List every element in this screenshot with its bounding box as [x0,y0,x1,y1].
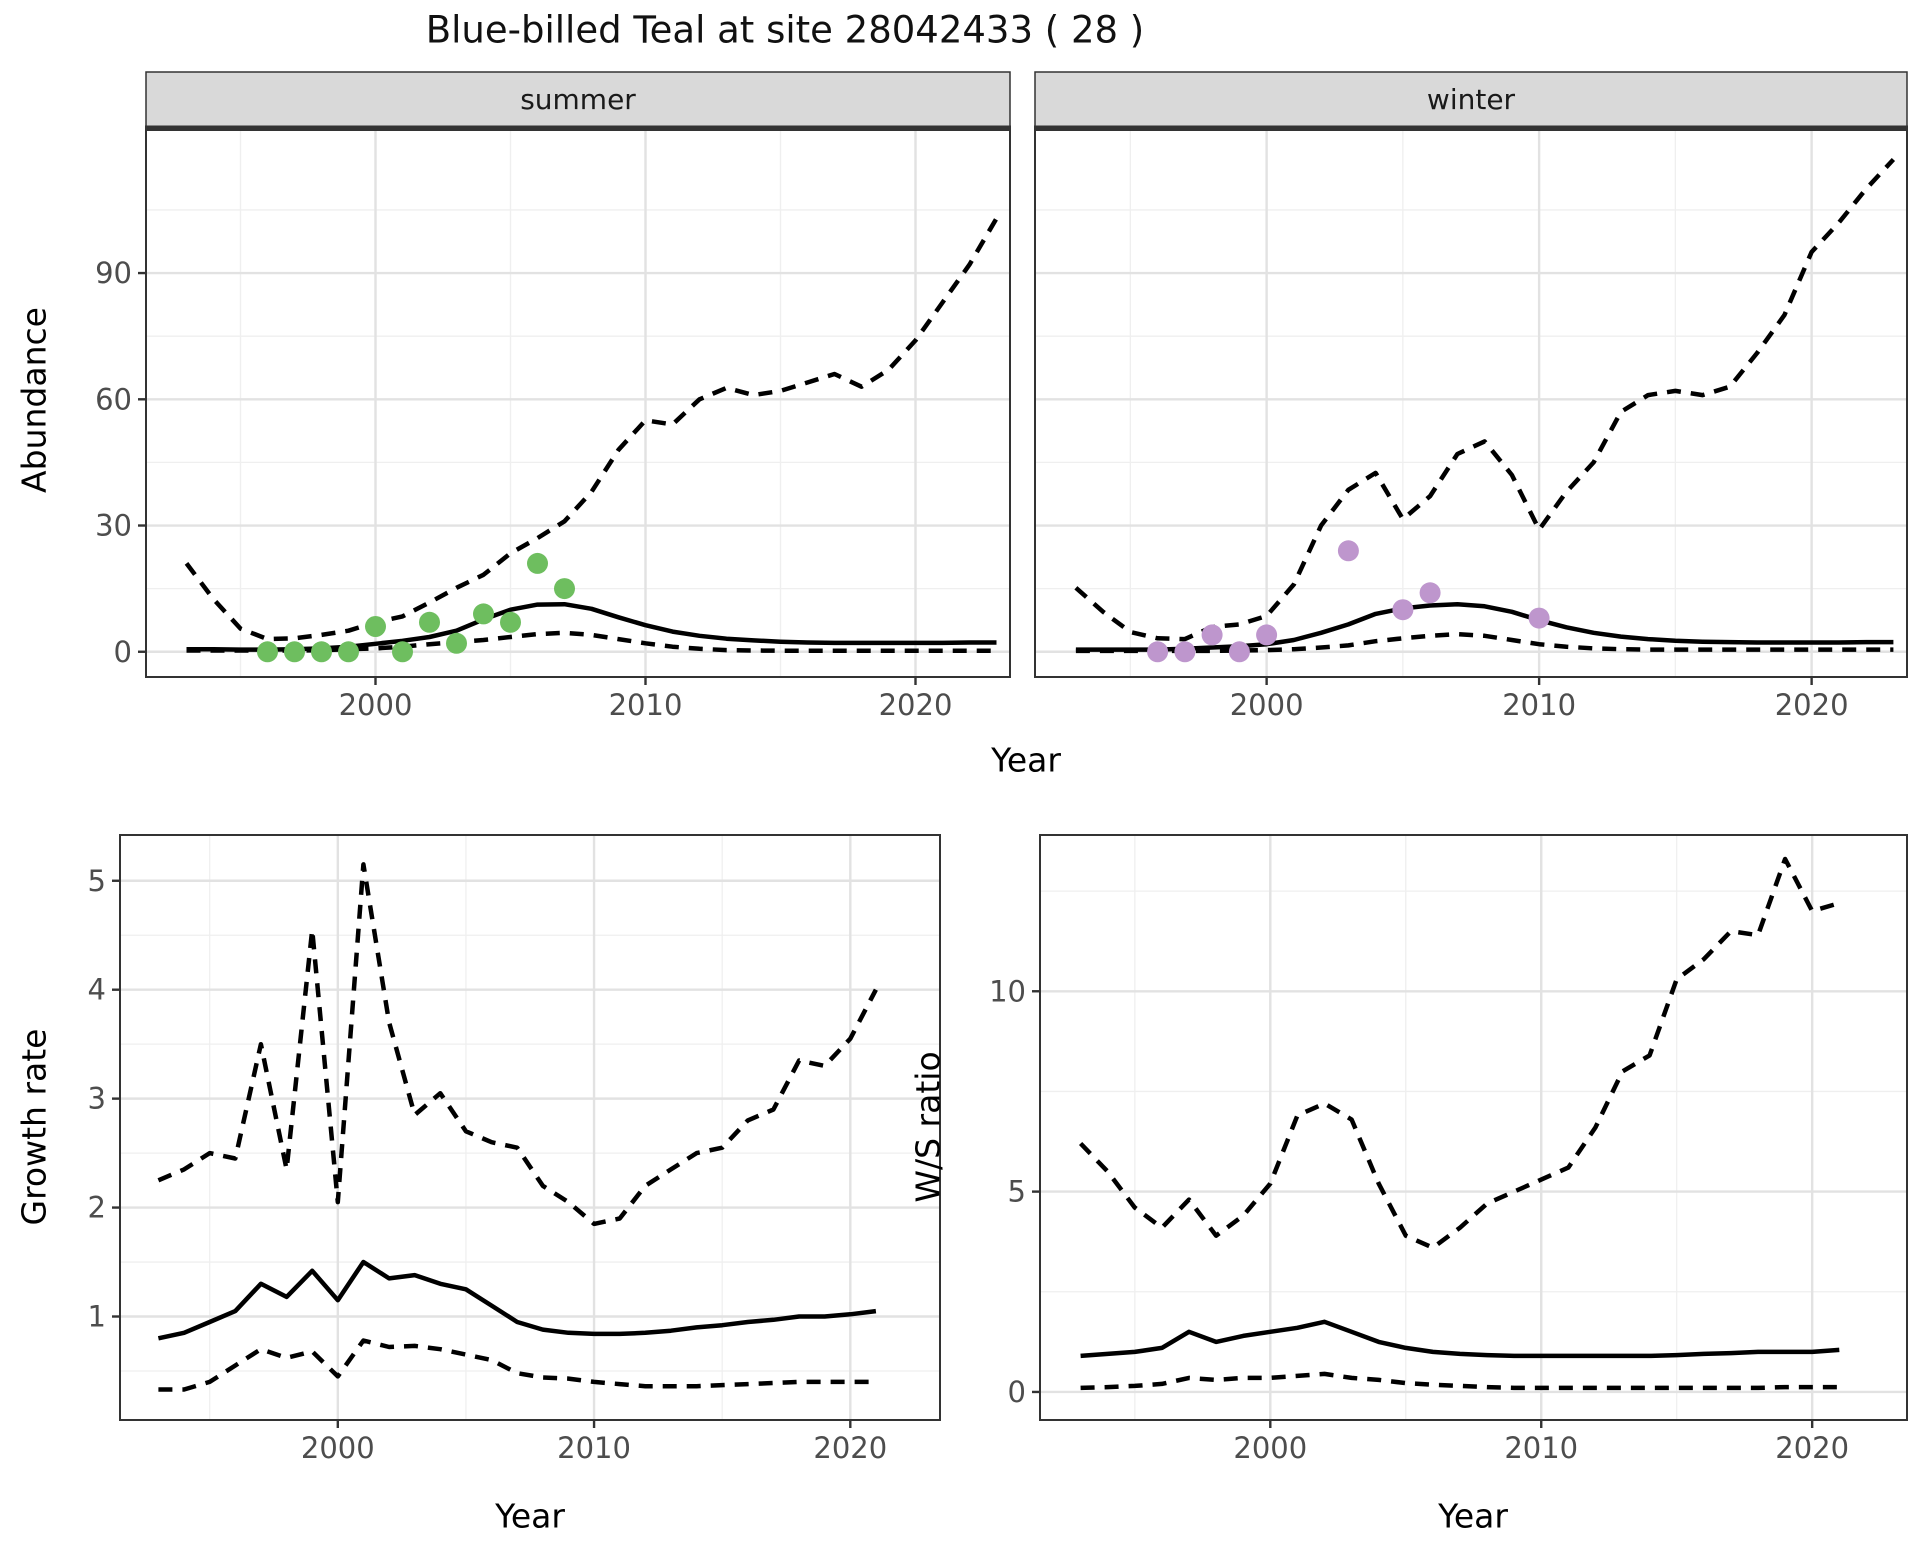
x-tick-label: 2000 [1230,688,1304,722]
observation-point [446,632,467,654]
figure-title: Blue-billed Teal at site 28042433 ( 28 ) [425,8,1145,52]
observed-counts-summer [257,552,575,663]
x-tick-label: 2000 [301,1431,375,1465]
facet-label-winter: winter [1426,83,1516,116]
observation-point [392,641,413,663]
y-tick-label: 4 [88,973,106,1007]
panel-ws-ratio: 2000 2010 2020 0 5 10 [989,834,1908,1465]
y-axis-title-ws-ratio: W/S ratio [908,1051,948,1203]
x-axis-title-year-bottom-right: Year [1438,1496,1508,1536]
series-upper_95ci [157,862,878,1227]
y-tick-label: 60 [95,382,132,416]
x-axis-title-year-top: Year [991,740,1061,780]
y-tick-label: 3 [88,1082,106,1116]
observation-point [257,641,278,663]
observation-point [419,611,440,633]
observation-point [500,611,521,633]
observation-point [284,641,305,663]
panel-abundance-summer: 2000 2010 2020 0 30 60 90 [95,71,1011,722]
plot-background [1040,835,1907,1420]
x-tick-label: 2010 [557,1431,631,1465]
y-tick-label: 90 [95,256,132,290]
observation-point [1528,607,1550,629]
x-tick-label: 2000 [1233,1431,1307,1465]
observed-counts-winter [1147,540,1550,663]
series-lower_95ci [158,1338,876,1392]
panel-border [119,834,941,1421]
observation-point [1147,641,1169,663]
y-tick-label: 2 [88,1191,106,1225]
facet-strip [1034,71,1908,129]
observation-point [1419,582,1441,604]
x-tick-label: 2020 [1775,1431,1849,1465]
observation-point [1228,641,1250,663]
series-median [1075,601,1894,652]
observation-point [338,641,359,663]
y-tick-label: 5 [88,864,106,898]
observation-point [554,578,575,600]
observation-point [1392,599,1414,621]
panel-abundance-winter: 2000 2010 2020 [1034,71,1908,722]
observation-point [311,641,332,663]
y-tick-label: 1 [88,1300,106,1334]
series-median [157,1259,877,1341]
observation-point [473,603,494,625]
observation-point [1174,641,1196,663]
x-tick-label: 2010 [1502,688,1576,722]
x-tick-label: 2020 [879,688,953,722]
plot-background [1035,130,1907,677]
series-lower_95ci [186,630,997,653]
panel-border [1039,834,1908,1421]
y-tick-label: 0 [1008,1375,1026,1409]
observation-point [1256,624,1278,646]
x-axis-title-year-bottom-left: Year [495,1496,565,1536]
y-tick-label: 30 [95,509,132,543]
facet-label-summer: summer [520,83,636,116]
x-tick-label: 2000 [339,688,413,722]
panel-growth-rate: 2000 2010 2020 1 2 3 4 5 [88,834,941,1465]
y-axis-title-growth-rate: Growth rate [14,1028,54,1226]
observation-point [1201,624,1223,646]
plot-background [146,130,1010,677]
series-median [1080,1319,1840,1359]
x-tick-label: 2010 [1504,1431,1578,1465]
series-upper_95ci [184,217,999,642]
observation-point [527,552,548,574]
plot-background [120,835,940,1420]
x-tick-label: 2020 [813,1431,887,1465]
facet-strip [145,71,1011,129]
observation-point [1337,540,1359,562]
y-tick-label: 0 [114,635,132,669]
x-tick-label: 2010 [609,688,683,722]
series-upper_95ci [1078,856,1840,1250]
y-tick-label: 10 [989,974,1026,1008]
x-tick-label: 2020 [1775,688,1849,722]
observation-point [365,616,386,637]
series-lower_95ci [1080,1371,1840,1391]
y-tick-label: 5 [1008,1175,1026,1209]
y-axis-title-abundance: Abundance [14,307,54,493]
series-lower_95ci [1075,631,1894,654]
